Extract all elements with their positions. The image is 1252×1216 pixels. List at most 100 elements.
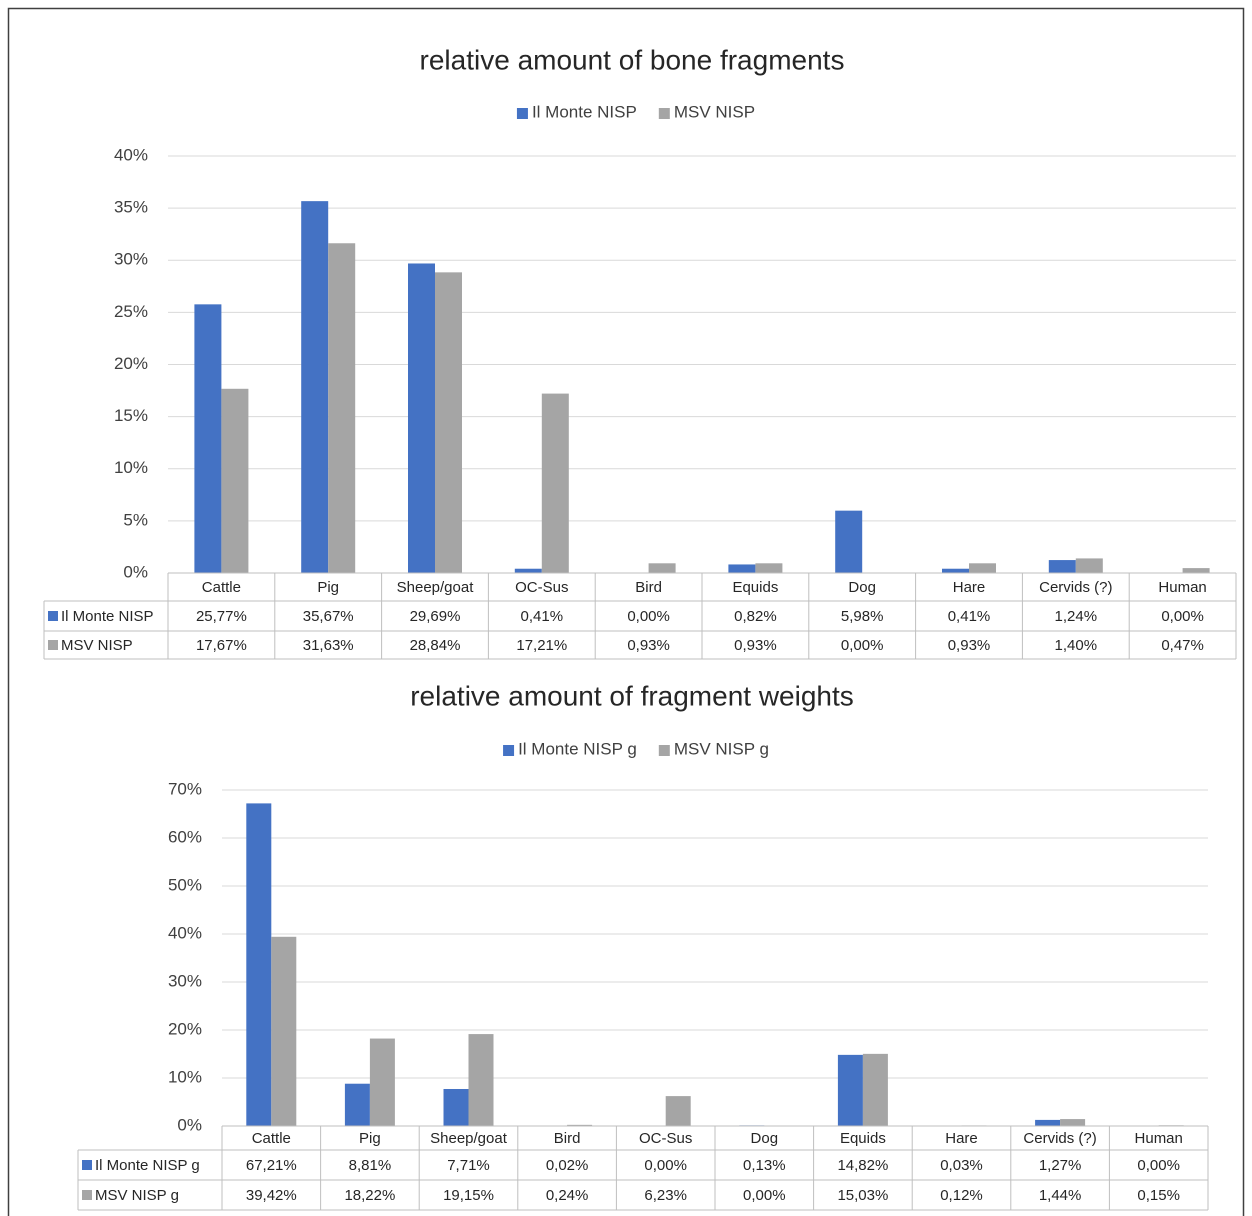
y-tick-label: 0% [123,562,148,581]
data-table-value: 5,98% [841,608,884,625]
bar [301,201,329,573]
x-tick-label: Pig [317,579,339,596]
y-tick-label: 10% [168,1067,202,1086]
data-table-value: 14,82% [837,1157,888,1174]
y-tick-label: 50% [168,875,202,894]
legend-label: Il Monte NISP [532,102,637,121]
bar [408,263,435,573]
bar [443,1088,469,1126]
data-table-value: 0,00% [644,1157,687,1174]
x-tick-label: Hare [945,1130,978,1147]
bar [328,243,356,573]
data-table-value: 0,00% [743,1187,786,1204]
x-tick-label: Sheep/goat [430,1130,508,1147]
y-tick-label: 0% [177,1115,202,1134]
legend-label: Il Monte NISP g [518,739,637,758]
data-table-value: 29,69% [410,608,461,625]
data-table-value: 1,24% [1055,608,1098,625]
data-table-value: 0,24% [546,1187,589,1204]
data-table-value: 1,40% [1055,637,1098,654]
table-legend-swatch [48,640,58,650]
data-table-value: 0,00% [841,637,884,654]
bar [755,563,783,573]
data-table-value: 17,67% [196,637,247,654]
data-table-value: 18,22% [344,1187,395,1204]
table-series-label: MSV NISP g [95,1187,179,1204]
data-table-value: 8,81% [349,1157,392,1174]
data-table-value: 0,47% [1161,637,1204,654]
table-legend-swatch [82,1190,92,1200]
legend-swatch [503,745,515,756]
x-tick-label: Cervids (?) [1039,579,1112,596]
bar [837,1054,863,1126]
y-tick-label: 25% [114,302,148,321]
data-table-value: 0,41% [521,608,564,625]
legend-label: MSV NISP g [674,739,769,758]
bar [369,1038,395,1126]
data-table-value: 0,03% [940,1157,983,1174]
x-tick-label: Bird [635,579,662,596]
data-table-value: 31,63% [303,637,354,654]
legend-swatch [658,745,670,756]
y-tick-label: 10% [114,458,148,477]
x-tick-label: Human [1135,1130,1183,1147]
data-table-value: 0,82% [734,608,777,625]
legend-swatch [658,108,670,119]
y-tick-label: 60% [168,827,202,846]
x-tick-label: Cattle [252,1130,291,1147]
x-tick-label: Equids [732,579,778,596]
data-table-value: 0,15% [1137,1187,1180,1204]
legend-swatch [516,108,528,119]
x-tick-label: Bird [554,1130,581,1147]
x-tick-label: Sheep/goat [397,579,475,596]
data-table-value: 28,84% [410,637,461,654]
y-tick-label: 40% [168,923,202,942]
bar [862,1053,888,1126]
x-tick-label: Cervids (?) [1023,1130,1096,1147]
data-table-value: 19,15% [443,1187,494,1204]
y-tick-label: 20% [114,354,148,373]
x-tick-label: Cattle [202,579,241,596]
chart-title: relative amount of fragment weights [410,680,854,711]
data-table-value: 0,93% [734,637,777,654]
bar [194,304,222,573]
bar [648,563,676,573]
data-table-value: 17,21% [516,637,567,654]
legend-label: MSV NISP [674,102,755,121]
data-table-value: 0,41% [948,608,991,625]
y-tick-label: 5% [123,510,148,529]
x-tick-label: OC-Sus [515,579,568,596]
table-series-label: Il Monte NISP g [95,1157,200,1174]
x-tick-label: Pig [359,1130,381,1147]
data-table-value: 0,93% [627,637,670,654]
bar [1075,558,1103,573]
y-tick-label: 70% [168,779,202,798]
y-tick-label: 35% [114,198,148,217]
chart-title: relative amount of bone fragments [420,44,845,75]
data-table-value: 0,12% [940,1187,983,1204]
chart-frame [7,7,1245,1216]
data-table-value: 35,67% [303,608,354,625]
data-table-value: 0,02% [546,1157,589,1174]
data-table-value: 0,13% [743,1157,786,1174]
bar [221,388,249,573]
bar [541,393,569,573]
table-legend-swatch [48,611,58,621]
bar [514,568,542,573]
y-tick-label: 20% [168,1019,202,1038]
bar [271,936,297,1126]
x-tick-label: Equids [840,1130,886,1147]
bar [1182,568,1210,573]
x-tick-label: Dog [848,579,876,596]
data-table-value: 1,44% [1039,1187,1082,1204]
table-series-label: MSV NISP [61,637,133,654]
table-legend-swatch [82,1160,92,1170]
bar [665,1096,691,1126]
x-tick-label: Hare [953,579,986,596]
data-table-value: 25,77% [196,608,247,625]
x-tick-label: Human [1158,579,1206,596]
data-table-value: 0,00% [627,608,670,625]
data-table-value: 7,71% [447,1157,490,1174]
bar [435,272,462,573]
